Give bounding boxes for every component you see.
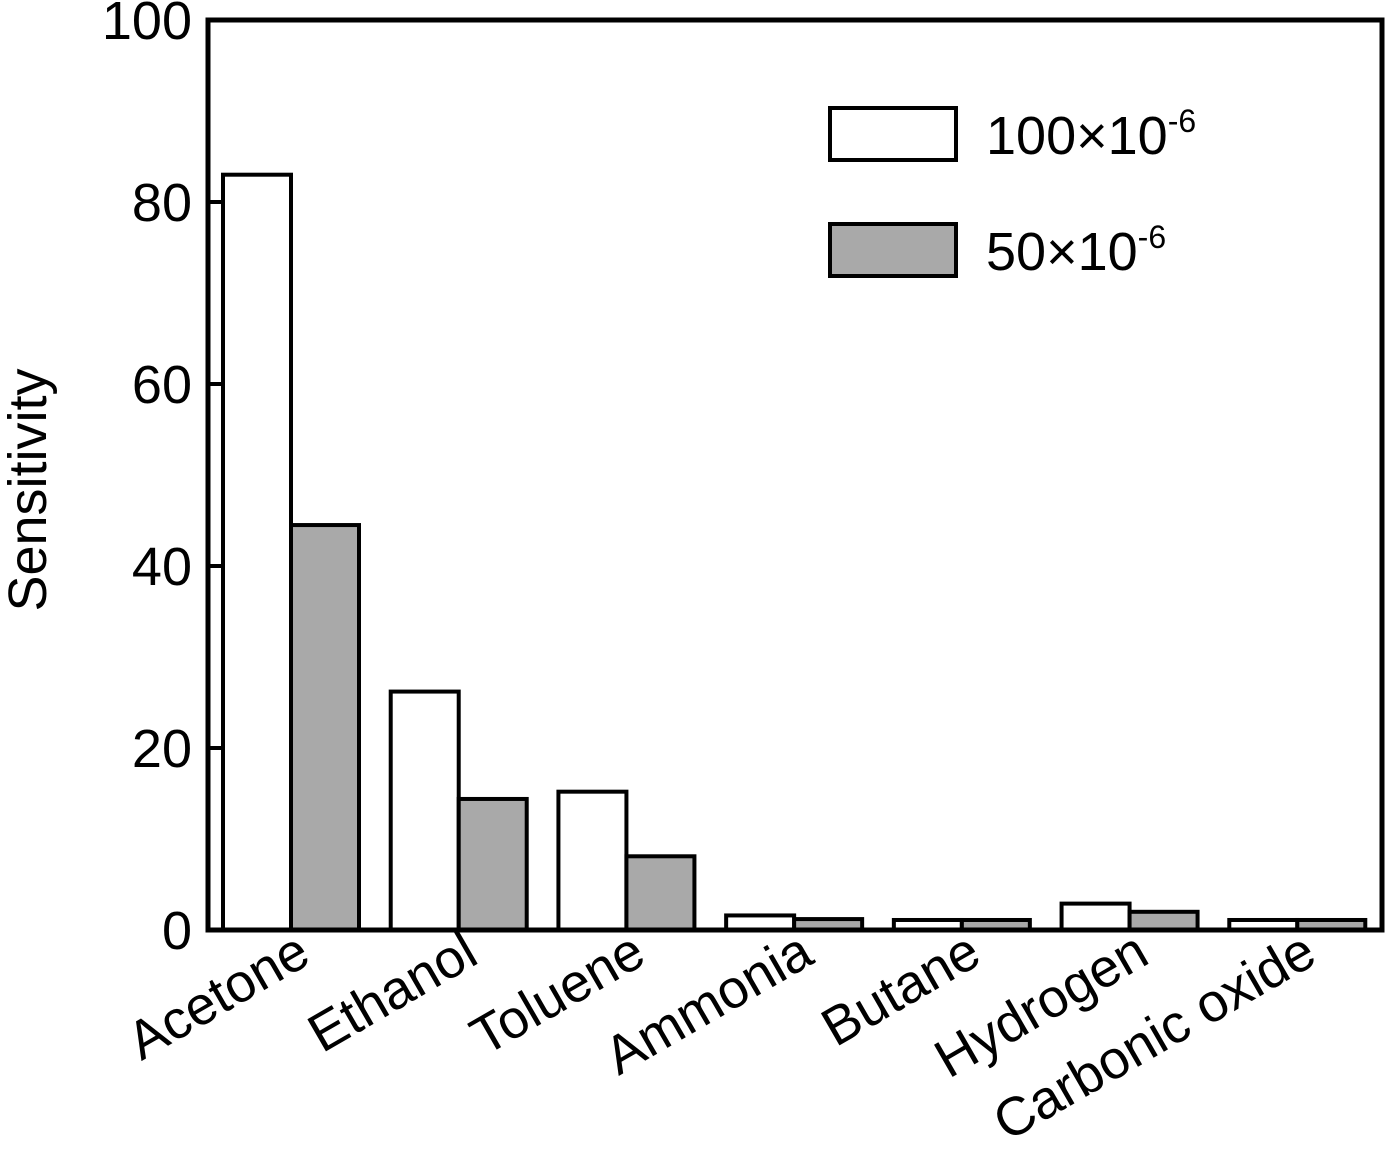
legend-label-base: 100×10: [986, 106, 1168, 166]
y-tick-label: 40: [132, 537, 192, 597]
bar-toluene-series-1: [556, 789, 629, 932]
y-tick-label: 60: [132, 355, 192, 415]
bar-ethanol-series-2: [456, 796, 529, 933]
legend-swatch-series-2: [828, 222, 958, 278]
bars-layer: [221, 172, 1368, 933]
plot-frame: [205, 17, 1385, 933]
legend: 100×10-650×10-6: [828, 103, 1196, 282]
legend-label-series-1: 100×10-6: [986, 103, 1196, 166]
x-category-label: Acetone: [117, 920, 319, 1071]
y-axis: 0 20 40 60 80 100: [102, 0, 222, 961]
x-category-label: Ethanol: [298, 920, 487, 1064]
legend-swatch-series-1: [828, 106, 958, 162]
legend-label-base: 50×10: [986, 222, 1138, 282]
y-tick-label: 80: [132, 173, 192, 233]
bar-acetone-series-1: [221, 172, 293, 932]
bar-hydrogen-series-1: [1059, 901, 1132, 932]
bar-toluene-series-2: [624, 854, 697, 932]
bar-ethanol-series-1: [388, 689, 461, 933]
legend-label-series-2: 50×10-6: [986, 219, 1166, 282]
legend-label-exponent: -6: [1138, 219, 1166, 255]
y-tick-label: 20: [132, 719, 192, 779]
legend-label-exponent: -6: [1168, 103, 1196, 139]
x-axis: AcetoneEthanolTolueneAmmoniaButaneHydrog…: [117, 920, 1325, 1153]
y-axis-title: Sensitivity: [0, 368, 58, 611]
bar-hydrogen-series-2: [1127, 909, 1200, 932]
bar-acetone-series-2: [289, 523, 361, 932]
y-tick-label: 0: [162, 901, 192, 961]
y-tick-label: 100: [102, 0, 192, 51]
